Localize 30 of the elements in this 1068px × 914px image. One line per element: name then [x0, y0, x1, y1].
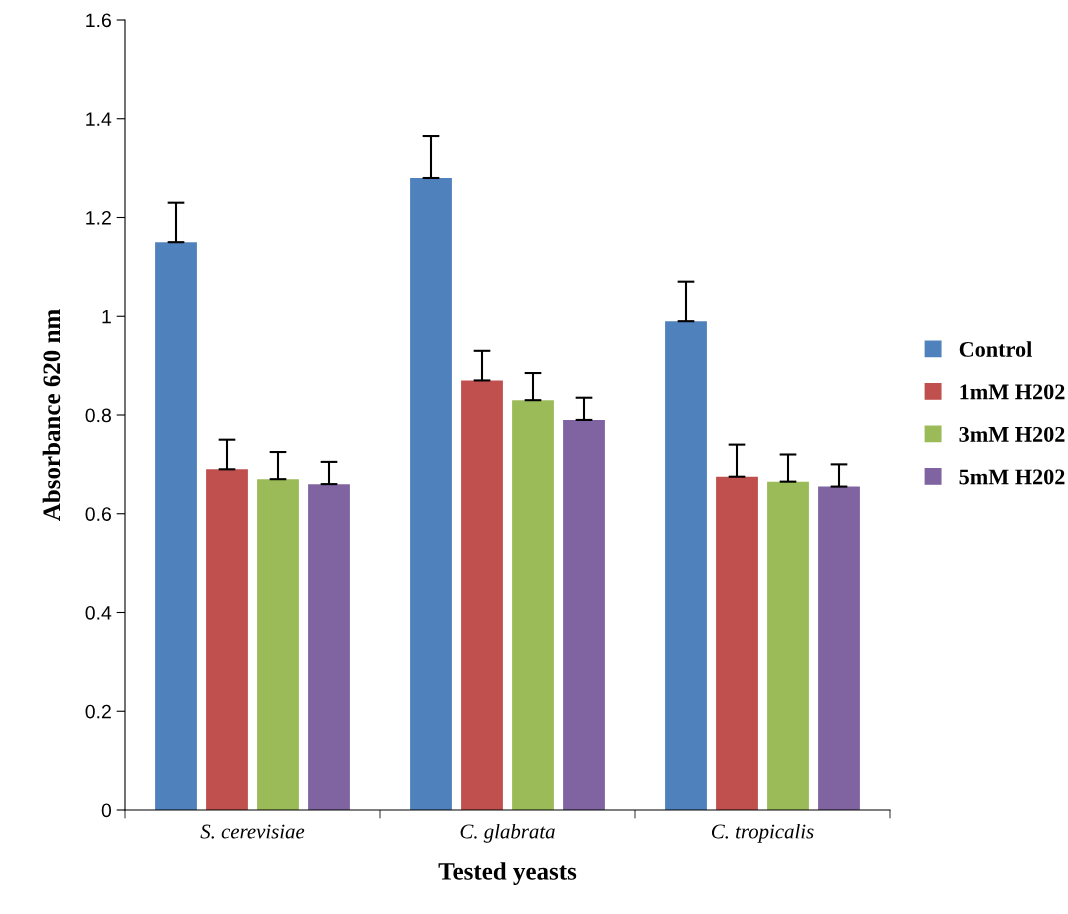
bar — [461, 380, 503, 810]
legend-label: 3mM H202 — [959, 426, 1065, 442]
bar — [410, 178, 452, 810]
y-tick-label: 0.2 — [85, 704, 111, 719]
bar — [665, 321, 707, 810]
bar — [818, 486, 860, 810]
bar — [512, 400, 554, 810]
bar — [257, 479, 299, 810]
x-tick-label: C. tropicalis — [711, 823, 814, 843]
y-tick-label: 0.6 — [85, 507, 111, 521]
y-axis-title: Absorbance 620 nm — [42, 309, 61, 522]
y-tick-label: 0.4 — [85, 605, 112, 620]
x-tick-label: S. cerevisiae — [200, 824, 305, 839]
legend-label: 1mM H202 — [960, 384, 1065, 400]
bar — [716, 476, 758, 810]
bar — [308, 484, 350, 810]
bar — [563, 419, 605, 810]
y-tick-label: 1.4 — [86, 112, 112, 126]
legend-label: 5mM H202 — [959, 469, 1065, 485]
bar — [155, 242, 197, 810]
bar — [206, 469, 248, 810]
bar — [767, 481, 809, 810]
legend-label: Control — [959, 341, 1032, 357]
x-tick-label: C. glabrata — [460, 823, 555, 843]
y-tick-label: 1.6 — [86, 13, 111, 28]
y-tick-label: 0 — [101, 803, 112, 818]
y-tick-label: 0.8 — [85, 408, 111, 423]
x-axis-title: Tested yeasts — [438, 862, 577, 885]
y-tick-label: 1 — [102, 309, 111, 324]
y-tick-label: 1.2 — [86, 210, 111, 225]
